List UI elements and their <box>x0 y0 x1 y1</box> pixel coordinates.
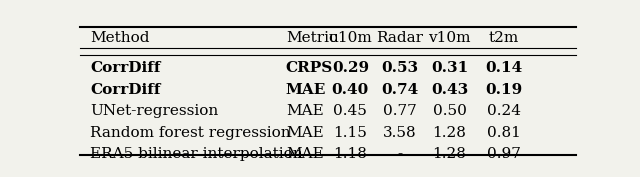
Text: Metric: Metric <box>286 31 337 45</box>
Text: 0.74: 0.74 <box>381 83 419 97</box>
Text: 0.45: 0.45 <box>333 104 367 118</box>
Text: Radar: Radar <box>376 31 424 45</box>
Text: t2m: t2m <box>489 31 519 45</box>
Text: Random forest regression: Random forest regression <box>90 126 291 140</box>
Text: 1.28: 1.28 <box>433 126 467 140</box>
Text: CorrDiff: CorrDiff <box>90 61 161 75</box>
Text: MAE: MAE <box>286 126 324 140</box>
Text: 3.58: 3.58 <box>383 126 417 140</box>
Text: 1.18: 1.18 <box>333 147 367 161</box>
Text: 0.19: 0.19 <box>486 83 523 97</box>
Text: MAE: MAE <box>286 104 324 118</box>
Text: 0.81: 0.81 <box>487 126 521 140</box>
Text: u10m: u10m <box>328 31 372 45</box>
Text: Method: Method <box>90 31 149 45</box>
Text: -: - <box>397 147 403 161</box>
Text: MAE: MAE <box>286 83 326 97</box>
Text: 0.97: 0.97 <box>487 147 521 161</box>
Text: 0.53: 0.53 <box>381 61 419 75</box>
Text: 0.50: 0.50 <box>433 104 467 118</box>
Text: 0.77: 0.77 <box>383 104 417 118</box>
Text: UNet-regression: UNet-regression <box>90 104 218 118</box>
Text: 0.43: 0.43 <box>431 83 468 97</box>
Text: 0.14: 0.14 <box>486 61 523 75</box>
Text: 0.29: 0.29 <box>332 61 369 75</box>
Text: ERA5 bilinear interpolation: ERA5 bilinear interpolation <box>90 147 303 161</box>
Text: v10m: v10m <box>428 31 471 45</box>
Text: MAE: MAE <box>286 147 324 161</box>
Text: CorrDiff: CorrDiff <box>90 83 161 97</box>
Text: 1.15: 1.15 <box>333 126 367 140</box>
Text: CRPS: CRPS <box>286 61 333 75</box>
Text: 0.40: 0.40 <box>332 83 369 97</box>
Text: 1.28: 1.28 <box>433 147 467 161</box>
Text: 0.24: 0.24 <box>487 104 521 118</box>
Text: 0.31: 0.31 <box>431 61 468 75</box>
